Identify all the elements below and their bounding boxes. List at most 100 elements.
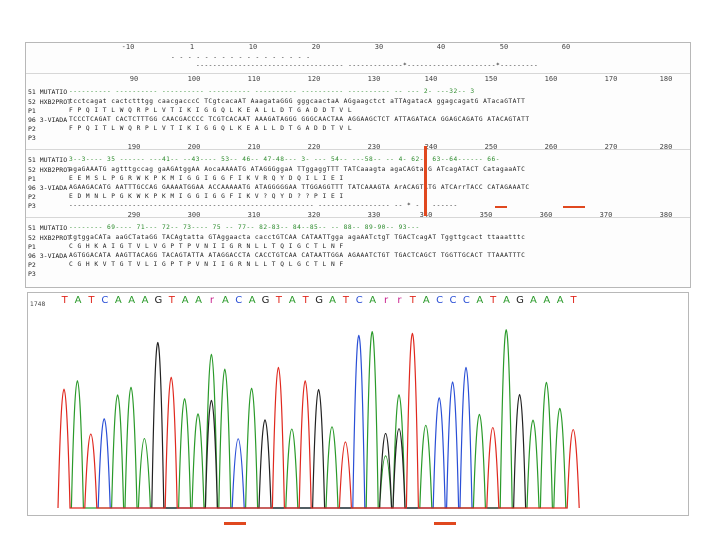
reference-row: 52 HXB2PROT agaGAAATG agtttgccag gaAGAtg…: [28, 166, 526, 174]
ruler-number: 330: [367, 211, 381, 219]
base-call: A: [503, 295, 510, 306]
base-call: C: [449, 295, 457, 306]
ruler-number: 50: [499, 43, 509, 51]
position-marker: [224, 522, 246, 525]
base-call: T: [409, 295, 416, 306]
trace-A: [70, 329, 567, 509]
base-call: C: [436, 295, 444, 306]
protein-row: - - - - - - - - - - - - - - - - -: [171, 54, 311, 61]
mutation-row: 51 MUTATIO -------- 69---- 71--- 72-- 73…: [28, 224, 420, 232]
ruler-number: 120: [307, 75, 321, 83]
ruler-number: 310: [247, 211, 261, 219]
ruler-number: 1: [189, 43, 195, 51]
base-call: T: [302, 295, 309, 306]
sample-row: 96 3-VIADA TCCCTCAGAT CACTCTTTGG CAACGAC…: [28, 116, 530, 124]
ruler-number: 260: [544, 143, 558, 151]
separator: [26, 149, 690, 150]
base-call: A: [556, 295, 564, 306]
ruler-number: 40: [436, 43, 446, 51]
base-call: A: [369, 295, 377, 306]
ruler-number: -10: [121, 43, 135, 51]
ruler-number: 30: [374, 43, 384, 51]
separator: [26, 73, 690, 74]
sequence-alignment-panel: -10 1 10 20 30 40 50 60 - - - - - - - - …: [25, 42, 691, 288]
ruler-number: 190: [127, 143, 141, 151]
ruler-number: 320: [307, 211, 321, 219]
ruler-number: 240: [424, 143, 438, 151]
base-call: r: [384, 295, 389, 306]
codon-underline: [495, 206, 507, 208]
chromatogram-axis-label: 1748: [30, 301, 46, 308]
ruler-number: 130: [367, 75, 381, 83]
ruler-number: 230: [367, 143, 381, 151]
base-call: A: [422, 295, 430, 306]
alignment-block-3: 290 300 310 320 330 340 350 360 370 380 …: [26, 211, 690, 287]
reference-row: 52 HXB2PROT tcctcagat cactctttgg caacgac…: [28, 98, 526, 106]
base-call: T: [570, 295, 577, 306]
sample-row: 96 3-VIADA AGTGGACATA AAGTTACAGG TACAGTA…: [28, 252, 526, 260]
ruler-number: 350: [479, 211, 493, 219]
protein-row: P3 -------------------------------------…: [28, 202, 458, 210]
reference-row: 52 HXB2PROT tgtggaCATa aaGCTataGG TACAgt…: [28, 234, 526, 242]
base-call: C: [355, 295, 363, 306]
protein-row: P2 E D M N L P G K W K P K M I G G I G G…: [28, 193, 344, 201]
position-ruler: 190 200 210 220 230 240 250 260 270 280: [26, 143, 690, 157]
alignment-block-0: -10 1 10 20 30 40 50 60 - - - - - - - - …: [26, 43, 690, 71]
base-call: A: [128, 295, 136, 306]
ruler-number: 300: [187, 211, 201, 219]
ruler-number: 270: [604, 143, 618, 151]
ruler-number: 170: [604, 75, 618, 83]
ruler-number: 140: [424, 75, 438, 83]
base-call: A: [114, 295, 122, 306]
ruler-number: 110: [247, 75, 261, 83]
ruler-number: 20: [311, 43, 321, 51]
base-call: G: [516, 295, 524, 306]
base-call: r: [209, 295, 215, 306]
base-call: A: [248, 295, 256, 306]
base-call: A: [221, 295, 229, 306]
base-call: A: [288, 295, 296, 306]
base-call: r: [397, 295, 402, 306]
ruler-number: 210: [247, 143, 261, 151]
base-call: T: [342, 295, 349, 306]
trace-C: [97, 334, 473, 509]
protein-row: P1 C G H K A I G T V L V G P T P V N I I…: [28, 243, 344, 251]
mutation-row: 51 MUTATIO ---------- ---------- -------…: [28, 88, 475, 96]
ruler-number: 180: [659, 75, 673, 83]
base-call: A: [141, 295, 149, 306]
mutation-position-marker: [424, 146, 427, 216]
protein-row: P1 F P Q I T L W Q R P L V T I K I G G Q…: [28, 107, 353, 115]
protein-row: P2 F P Q I T L W Q R P L V T I K I G G Q…: [28, 125, 353, 133]
protein-row: P2 C G H K V T G T V L I G P T P V N I I…: [28, 261, 344, 269]
position-ruler: -10 1 10 20 30 40 50 60: [26, 43, 690, 57]
base-call: C: [101, 295, 109, 306]
codon-underline: [563, 206, 585, 208]
ruler-number: 60: [561, 43, 571, 51]
ruler-number: 370: [599, 211, 613, 219]
ruler-number: 90: [129, 75, 139, 83]
ruler-number: 380: [659, 211, 673, 219]
base-call: A: [529, 295, 537, 306]
protein-row: P3: [28, 270, 36, 278]
mutation-row: 51 MUTATIO 3--3---- 35 ------ ---41-- --…: [28, 156, 500, 164]
sample-row: 96 3-VIADA AGAAGACATG AATTTGCCAG GAAAATG…: [28, 184, 530, 192]
ruler-number: 360: [539, 211, 553, 219]
base-call: G: [315, 295, 323, 306]
base-call: A: [195, 295, 203, 306]
base-call: G: [261, 295, 270, 306]
position-ruler: 90 100 110 120 130 140 150 160 170 180: [26, 75, 690, 89]
base-call: T: [275, 295, 282, 306]
position-marker: [434, 522, 456, 525]
consensus-row: ----------------------------------- ----…: [196, 62, 539, 69]
trace-T: [57, 332, 580, 509]
separator: [26, 217, 690, 218]
base-call: A: [329, 295, 336, 306]
base-call: A: [74, 295, 82, 306]
alignment-block-2: 190 200 210 220 230 240 250 260 270 280 …: [26, 143, 690, 215]
ruler-number: 200: [187, 143, 201, 151]
alignment-block-1: 90 100 110 120 130 140 150 160 170 180 5…: [26, 75, 690, 147]
base-call: T: [490, 295, 497, 306]
ruler-number: 280: [659, 143, 673, 151]
